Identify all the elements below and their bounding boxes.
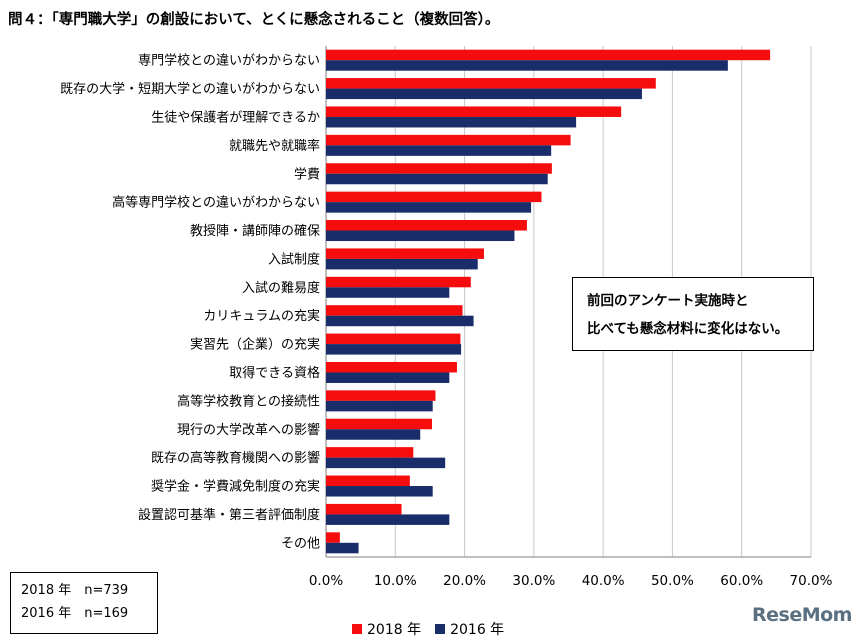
x-tick-label: 0.0% bbox=[309, 573, 343, 589]
legend-swatch-2018 bbox=[352, 624, 362, 634]
legend-item-2016: 2016 年 bbox=[435, 619, 504, 639]
bar-2018 bbox=[326, 532, 340, 543]
bar-2016 bbox=[326, 173, 548, 185]
x-tick-label: 50.0% bbox=[651, 573, 694, 589]
sample-size-box: 2018 年 n=739 2016 年 n=169 bbox=[10, 572, 158, 634]
bar-2018 bbox=[326, 390, 436, 401]
bar-2018 bbox=[326, 276, 471, 288]
legend-label-2016: 2016 年 bbox=[450, 622, 505, 638]
bar-2018 bbox=[326, 49, 771, 61]
annotation-box: 前回のアンケート実施時と 比べても懸念材料に変化はない。 bbox=[572, 277, 814, 351]
bar-2018 bbox=[326, 418, 433, 430]
category-label: カリキュラムの充実 bbox=[203, 308, 320, 324]
category-label: 入試制度 bbox=[268, 251, 320, 267]
x-tick-label: 10.0% bbox=[374, 573, 417, 589]
bar-2016 bbox=[326, 88, 642, 100]
x-tick-label: 60.0% bbox=[720, 573, 763, 589]
category-label: 学費 bbox=[294, 166, 320, 182]
chart-title: 問４：「専門職大学」の創設において、とくに懸念されること（複数回答）。 bbox=[8, 12, 500, 28]
category-label: 専門学校との違いがわからない bbox=[138, 53, 320, 69]
bar-2018 bbox=[326, 305, 463, 316]
category-labels: 専門学校との違いがわからない既存の大学・短期大学との違いがわからない生徒や保護者… bbox=[60, 53, 320, 552]
bar-2018 bbox=[326, 248, 484, 259]
legend-label-2018: 2018 年 bbox=[367, 622, 422, 638]
category-label: 高等専門学校との違いがわからない bbox=[112, 195, 320, 211]
bar-2016 bbox=[326, 542, 359, 554]
bar-2018 bbox=[326, 191, 542, 203]
category-label: 取得できる資格 bbox=[229, 365, 320, 381]
bar-2016 bbox=[326, 372, 450, 383]
resemom-logo: ReseMom bbox=[752, 604, 852, 626]
legend: 2018 年 2016 年 bbox=[352, 619, 518, 639]
bar-2016 bbox=[326, 457, 446, 469]
legend-item-2018: 2018 年 bbox=[352, 619, 421, 639]
bar-2018 bbox=[326, 220, 527, 231]
bar-2016 bbox=[326, 486, 433, 497]
bar-2018 bbox=[326, 447, 414, 458]
bars bbox=[326, 49, 771, 554]
category-label: 高等学校教育との接続性 bbox=[177, 393, 320, 409]
category-label: 実習先（企業）の充実 bbox=[190, 337, 320, 353]
bar-2018 bbox=[326, 134, 571, 146]
x-tick-label: 70.0% bbox=[790, 573, 833, 589]
category-label: 設置認可基準・第三者評価制度 bbox=[138, 507, 320, 523]
bar-2018 bbox=[326, 475, 410, 487]
bar-2016 bbox=[326, 344, 462, 355]
sample-size-2016: 2016 年 n=169 bbox=[21, 606, 129, 621]
sample-size-2018: 2018 年 n=739 bbox=[21, 583, 129, 598]
annotation-line-1: 前回のアンケート実施時と bbox=[587, 293, 749, 309]
bar-2016 bbox=[326, 230, 515, 242]
bar-2016 bbox=[326, 287, 450, 298]
bar-2016 bbox=[326, 400, 433, 412]
bar-2016 bbox=[326, 315, 474, 327]
bar-2018 bbox=[326, 361, 457, 373]
legend-swatch-2016 bbox=[435, 624, 446, 634]
category-label: 現行の大学改革への影響 bbox=[177, 422, 320, 438]
x-tick-label: 40.0% bbox=[582, 573, 625, 589]
bar-2018 bbox=[326, 163, 552, 174]
bar-2018 bbox=[326, 106, 622, 117]
category-label: 入試の難易度 bbox=[242, 280, 320, 296]
bar-2016 bbox=[326, 145, 552, 156]
tick-labels: 0.0% 10.0% 20.0% 30.0% 40.0% 50.0% 60.0% 70.0% bbox=[309, 573, 833, 589]
x-tick-label: 20.0% bbox=[443, 573, 486, 589]
annotation-line-2: 比べても懸念材料に変化はない。 bbox=[587, 321, 789, 337]
category-label: 奨学金・学費減免制度の充実 bbox=[151, 479, 320, 495]
bar-2018 bbox=[326, 333, 461, 345]
x-tick-label: 30.0% bbox=[512, 573, 555, 589]
bar-2016 bbox=[326, 258, 478, 270]
bar-2018 bbox=[326, 503, 402, 515]
category-label: 教授陣・講師陣の確保 bbox=[190, 223, 320, 239]
bar-2016 bbox=[326, 116, 577, 128]
category-label: その他 bbox=[281, 536, 320, 551]
bar-2016 bbox=[326, 60, 728, 71]
bar-2016 bbox=[326, 514, 450, 525]
category-label: 既存の大学・短期大学との違いがわからない bbox=[60, 81, 320, 97]
bar-2018 bbox=[326, 78, 656, 89]
bar-2016 bbox=[326, 202, 532, 213]
category-label: 就職先や就職率 bbox=[229, 138, 320, 154]
category-label: 生徒や保護者が理解できるか bbox=[151, 109, 320, 125]
bar-2016 bbox=[326, 429, 421, 440]
category-label: 既存の高等教育機関への影響 bbox=[151, 450, 320, 466]
